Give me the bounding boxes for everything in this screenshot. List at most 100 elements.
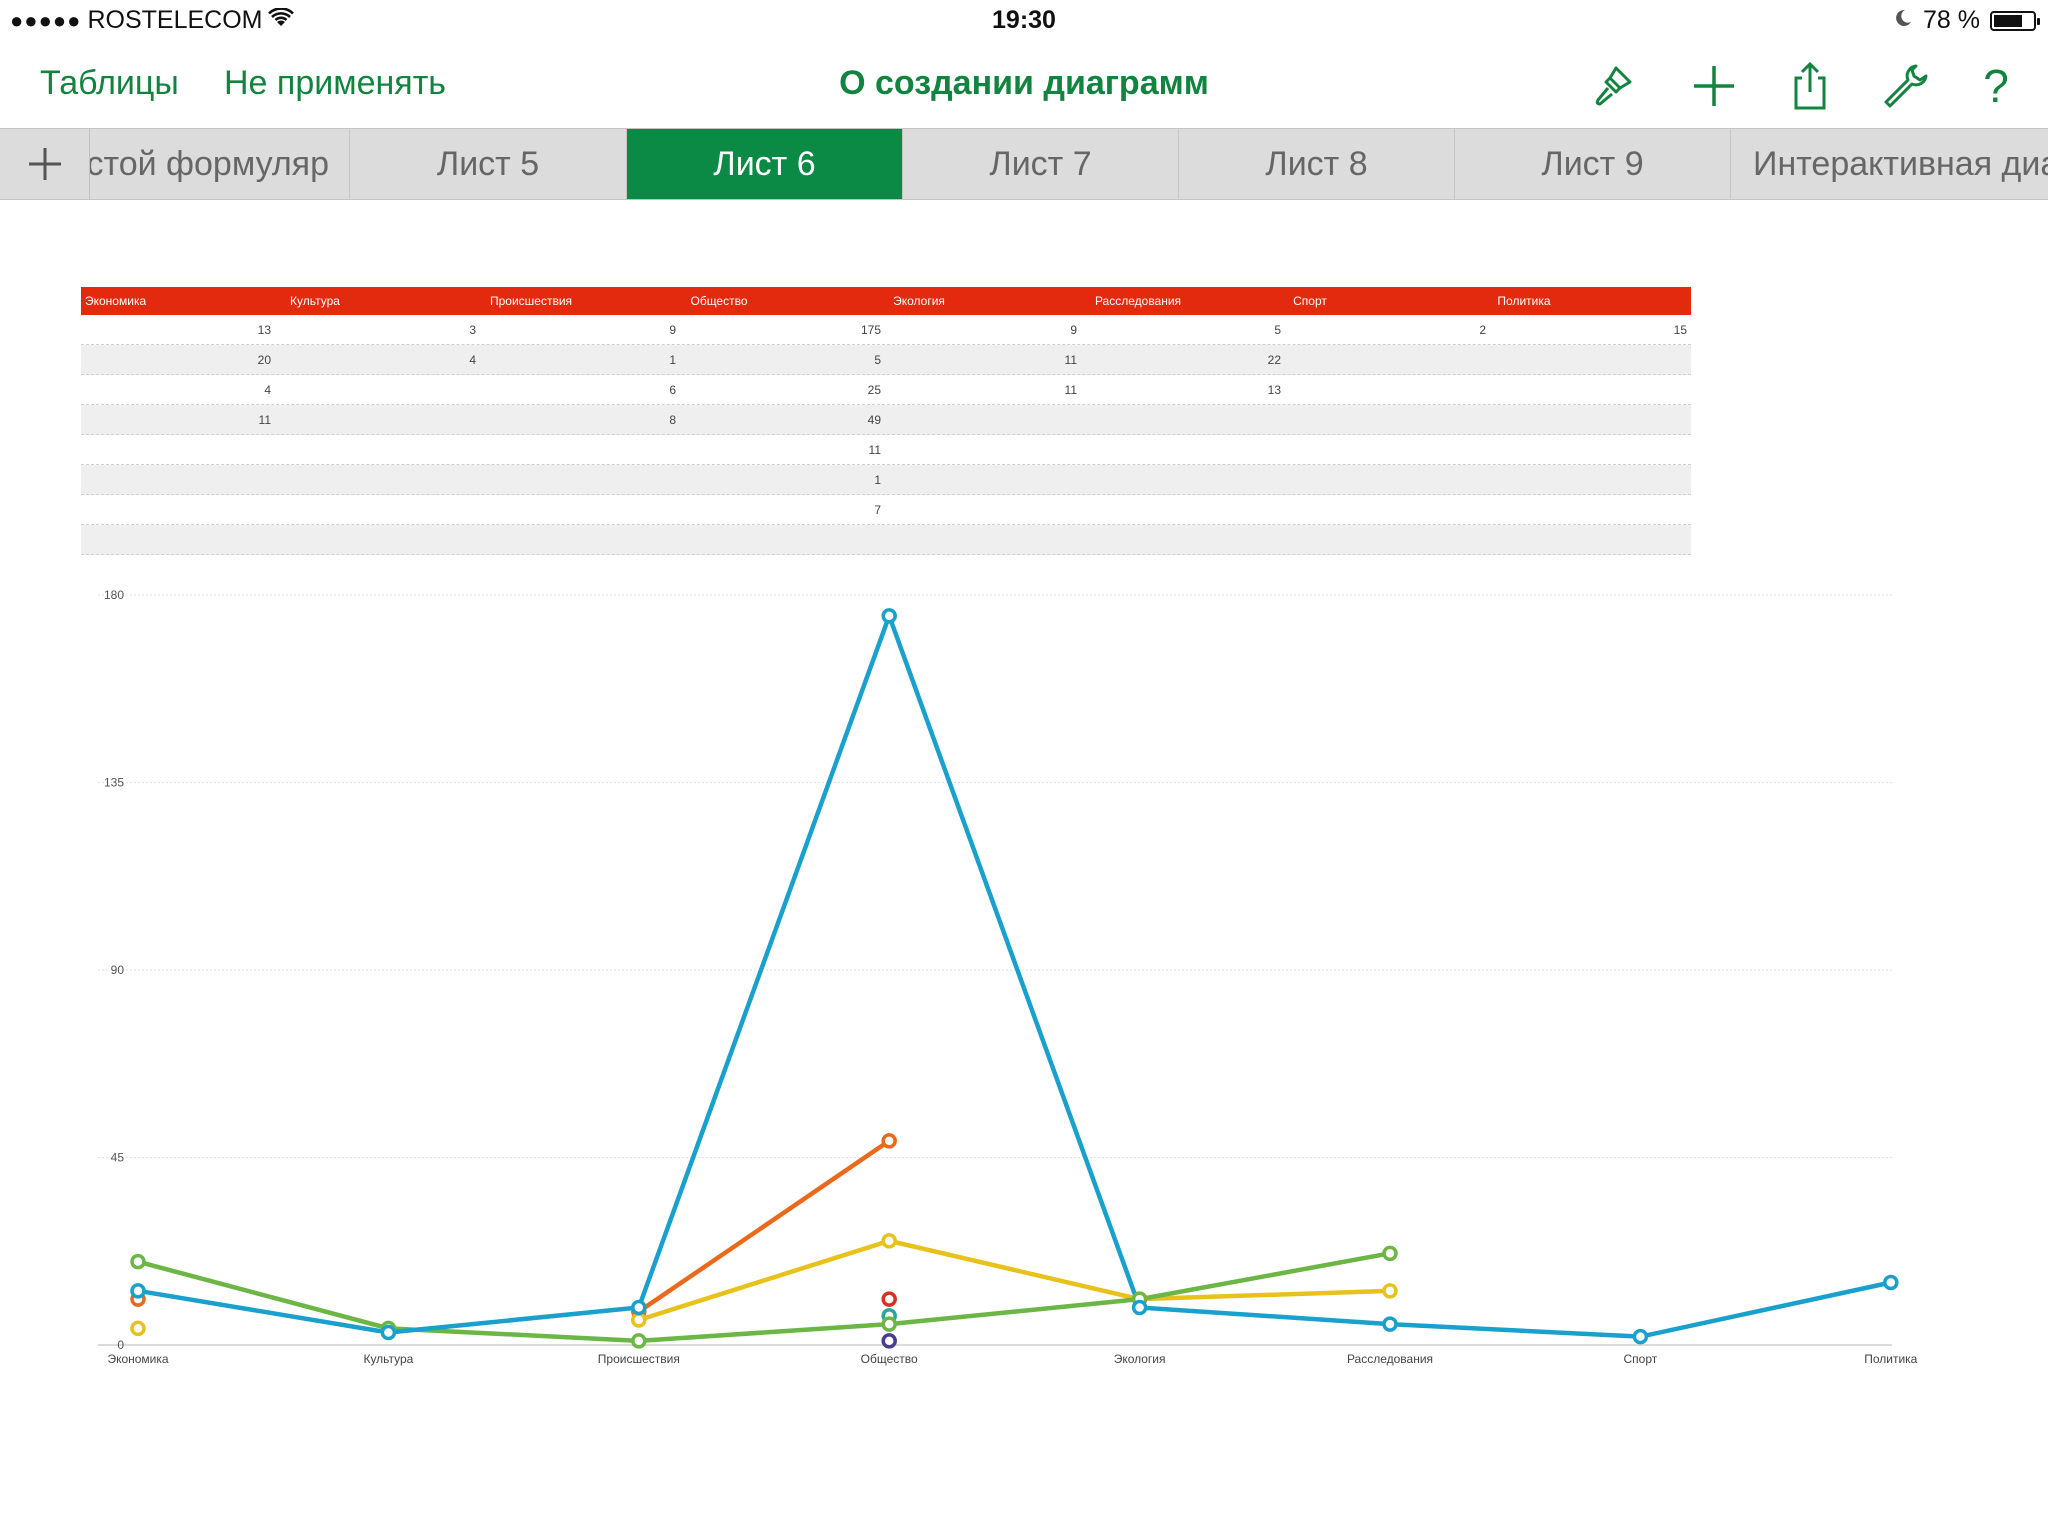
battery-percent: 78 %: [1923, 6, 1980, 34]
table-cell[interactable]: 13: [1267, 383, 1281, 397]
undo-button[interactable]: Не применять: [224, 64, 446, 102]
y-tick-label: 135: [104, 776, 124, 790]
status-bar: ●●●●● ROSTELECOM 19:30 78 %: [0, 0, 2048, 40]
chart-grid: [98, 594, 1892, 1346]
data-point[interactable]: [380, 1324, 397, 1341]
table-cell[interactable]: 8: [669, 413, 676, 427]
moon-icon: [1893, 6, 1913, 35]
table-row[interactable]: 4 6 25 11 13: [81, 375, 1691, 405]
table-cell[interactable]: 49: [867, 413, 881, 427]
table-cell[interactable]: 3: [469, 323, 476, 337]
y-tick-label: 45: [111, 1151, 125, 1165]
table-cell[interactable]: 11: [258, 413, 271, 427]
x-tick-label: Расследования: [1347, 1352, 1433, 1366]
back-button[interactable]: Таблицы: [40, 64, 179, 102]
table-cell[interactable]: 15: [1673, 323, 1687, 337]
data-point[interactable]: [881, 608, 897, 624]
add-sheet-button[interactable]: [0, 129, 90, 199]
wrench-icon[interactable]: [1876, 58, 1932, 114]
y-tick-label: 180: [104, 588, 124, 602]
column-header: Экономика: [85, 294, 147, 308]
table-cell[interactable]: 11: [1064, 383, 1077, 397]
table-cell[interactable]: 6: [669, 383, 676, 397]
data-point[interactable]: [1382, 1283, 1398, 1299]
share-icon[interactable]: [1782, 58, 1838, 114]
table-row[interactable]: 11 8 49: [81, 405, 1691, 435]
data-point[interactable]: [130, 1253, 146, 1270]
table-row[interactable]: 20 4 1 5 11 22: [81, 345, 1691, 375]
data-point[interactable]: [631, 1333, 647, 1349]
table-cell[interactable]: 2: [1479, 323, 1486, 337]
table-cell[interactable]: 20: [257, 353, 271, 367]
table-cell[interactable]: 9: [1070, 323, 1077, 337]
series-line: [637, 1138, 891, 1314]
data-point[interactable]: [881, 1333, 897, 1349]
plus-icon: [28, 148, 61, 180]
table-cell[interactable]: 1: [669, 353, 676, 367]
data-point[interactable]: [130, 1283, 146, 1299]
table-body: 13 3 9 175 9 5 2 15 20 4 1 5 11 22 4 6 25 11 13 11 8 49 11 1 7: [81, 315, 1691, 555]
data-point[interactable]: [631, 1312, 647, 1328]
column-header: Происшествия: [489, 294, 573, 308]
data-point[interactable]: [881, 1291, 897, 1307]
table-cell[interactable]: 22: [1267, 353, 1281, 367]
table-cell[interactable]: 9: [669, 323, 676, 337]
tab-sheet-5[interactable]: Лист 5: [350, 129, 627, 199]
column-header: Культура: [290, 294, 340, 308]
table-cell[interactable]: 25: [867, 383, 881, 397]
table-cell[interactable]: 11: [1064, 353, 1077, 367]
tab-interactive-chart[interactable]: Интерактивная диа: [1753, 144, 2048, 183]
table-cell[interactable]: 175: [860, 323, 881, 337]
tab-sheet-9[interactable]: Лист 9: [1455, 129, 1731, 199]
data-point[interactable]: [631, 1299, 647, 1316]
line-chart: 0 45 90 135 180 Экономика Культура Происшестви…: [98, 588, 1918, 1366]
paintbrush-icon[interactable]: [1586, 58, 1642, 114]
status-left: ●●●●● ROSTELECOM: [10, 6, 295, 35]
column-header: Экология: [893, 294, 945, 308]
battery-icon: [1990, 10, 2040, 31]
data-point[interactable]: [1632, 1328, 1649, 1345]
y-tick-label: 90: [111, 963, 125, 977]
table-cell[interactable]: 13: [257, 323, 271, 337]
data-point[interactable]: [1382, 1245, 1398, 1262]
column-header: Политика: [1497, 294, 1551, 308]
tab-sheet-7[interactable]: Лист 7: [903, 129, 1179, 199]
x-tick-label: Общество: [861, 1352, 918, 1366]
table-cell[interactable]: 1: [874, 473, 881, 487]
table-cell[interactable]: 7: [874, 503, 881, 517]
series-line: [638, 1238, 1391, 1323]
y-axis-ticks: 0 45 90 135 180: [104, 588, 124, 1352]
tab-sheet-6[interactable]: Лист 6: [627, 129, 903, 199]
table-row[interactable]: 11: [81, 435, 1691, 465]
status-right: 78 %: [1893, 6, 2040, 35]
tab-sheet-8[interactable]: Лист 8: [1179, 129, 1455, 199]
column-header: Спорт: [1293, 294, 1327, 308]
table-cell[interactable]: 5: [1274, 323, 1281, 337]
data-table[interactable]: Экономика Культура Происшествия Общество…: [81, 287, 1691, 555]
column-header: Общество: [690, 294, 748, 308]
table-row[interactable]: 1: [81, 465, 1691, 495]
table-cell[interactable]: 5: [874, 353, 881, 367]
table-cell[interactable]: 4: [264, 383, 271, 397]
data-point[interactable]: [1131, 1299, 1148, 1316]
data-point[interactable]: [130, 1320, 146, 1337]
data-point[interactable]: [881, 1233, 897, 1249]
data-point[interactable]: [881, 1316, 897, 1332]
signal-strength-icon: ●●●●●: [10, 7, 82, 33]
data-point[interactable]: [1883, 1274, 1899, 1291]
table-row[interactable]: [81, 525, 1691, 555]
tab-sheet-form[interactable]: стой формуляр: [90, 129, 350, 199]
column-header: Расследования: [1094, 294, 1182, 308]
x-tick-label: Экология: [1114, 1352, 1166, 1366]
carrier-name: ROSTELECOM: [87, 6, 263, 34]
x-tick-label: Происшествия: [598, 1352, 680, 1366]
data-point[interactable]: [881, 1133, 897, 1149]
data-point[interactable]: [1382, 1316, 1398, 1332]
table-row[interactable]: 7: [81, 495, 1691, 525]
table-cell[interactable]: 4: [469, 353, 476, 367]
help-icon[interactable]: ?: [1983, 60, 2009, 112]
plus-icon[interactable]: [1686, 58, 1742, 114]
chart-series: [130, 608, 1899, 1349]
table-cell[interactable]: 11: [868, 443, 881, 457]
table-row[interactable]: 13 3 9 175 9 5 2 15: [81, 315, 1691, 345]
